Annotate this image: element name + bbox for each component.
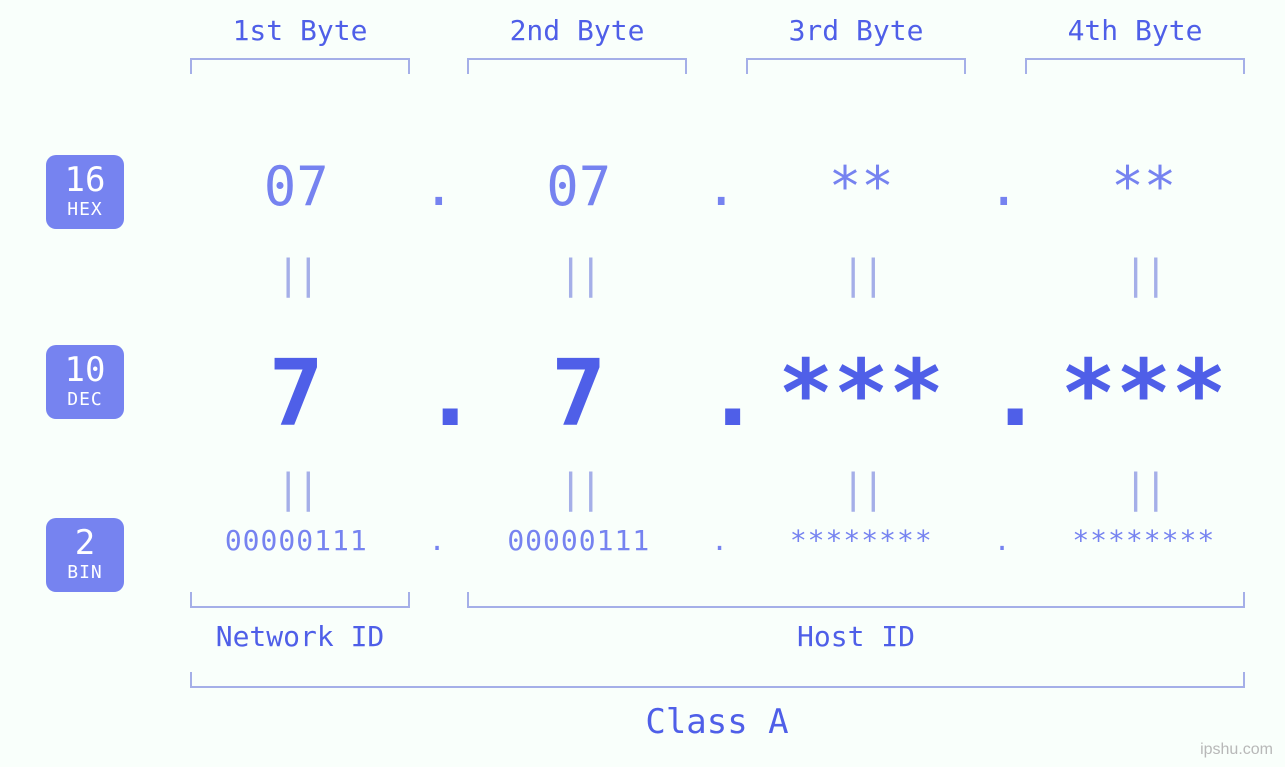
bracket-host-id — [467, 592, 1245, 608]
equals-icon: || — [453, 466, 706, 512]
dot-icon: . — [423, 340, 453, 447]
byte-header-3: 3rd Byte — [789, 14, 924, 47]
label-network-id: Network ID — [216, 620, 385, 653]
badge-bin-label: BIN — [46, 564, 124, 582]
row-dec: 7 . 7 . *** . *** — [170, 340, 1270, 447]
equals-icon: || — [1018, 252, 1271, 298]
row-bin: 00000111 . 00000111 . ******** . *******… — [170, 524, 1270, 557]
badge-hex-num: 16 — [46, 163, 124, 197]
dot-icon: . — [705, 524, 735, 557]
dot-icon: . — [705, 340, 735, 447]
dec-byte-1: 7 — [170, 340, 423, 447]
equals-icon: || — [170, 466, 423, 512]
byte-header-1: 1st Byte — [233, 14, 368, 47]
dot-icon: . — [988, 340, 1018, 447]
equals-icon: || — [170, 252, 423, 298]
byte-header-2: 2nd Byte — [510, 14, 645, 47]
bracket-network-id — [190, 592, 410, 608]
hex-byte-4: ** — [1018, 155, 1271, 218]
hex-byte-1: 07 — [170, 155, 423, 218]
dec-byte-3: *** — [735, 340, 988, 447]
badge-bin-num: 2 — [46, 526, 124, 560]
label-class: Class A — [645, 702, 788, 742]
equals-icon: || — [735, 466, 988, 512]
badge-hex-label: HEX — [46, 201, 124, 219]
row-equals-2: || || || || — [170, 466, 1270, 512]
dot-icon: . — [423, 155, 453, 218]
dot-icon: . — [988, 155, 1018, 218]
equals-icon: || — [1018, 466, 1271, 512]
bin-byte-3: ******** — [735, 524, 988, 557]
badge-hex: 16 HEX — [46, 155, 124, 229]
bin-byte-1: 00000111 — [170, 524, 423, 557]
dec-byte-4: *** — [1018, 340, 1271, 447]
bracket-byte-2 — [467, 58, 687, 74]
byte-header-4: 4th Byte — [1068, 14, 1203, 47]
dot-icon: . — [423, 524, 453, 557]
watermark: ipshu.com — [1200, 741, 1273, 759]
dec-byte-2: 7 — [453, 340, 706, 447]
row-equals-1: || || || || — [170, 252, 1270, 298]
badge-dec-label: DEC — [46, 391, 124, 409]
label-host-id: Host ID — [797, 620, 915, 653]
badge-bin: 2 BIN — [46, 518, 124, 592]
bin-byte-4: ******** — [1018, 524, 1271, 557]
equals-icon: || — [735, 252, 988, 298]
equals-icon: || — [453, 252, 706, 298]
dot-icon: . — [988, 524, 1018, 557]
bin-byte-2: 00000111 — [453, 524, 706, 557]
badge-dec: 10 DEC — [46, 345, 124, 419]
dot-icon: . — [705, 155, 735, 218]
bracket-class — [190, 672, 1245, 688]
hex-byte-2: 07 — [453, 155, 706, 218]
bracket-byte-4 — [1025, 58, 1245, 74]
bracket-byte-3 — [746, 58, 966, 74]
row-hex: 07 . 07 . ** . ** — [170, 155, 1270, 218]
bracket-byte-1 — [190, 58, 410, 74]
badge-dec-num: 10 — [46, 353, 124, 387]
hex-byte-3: ** — [735, 155, 988, 218]
